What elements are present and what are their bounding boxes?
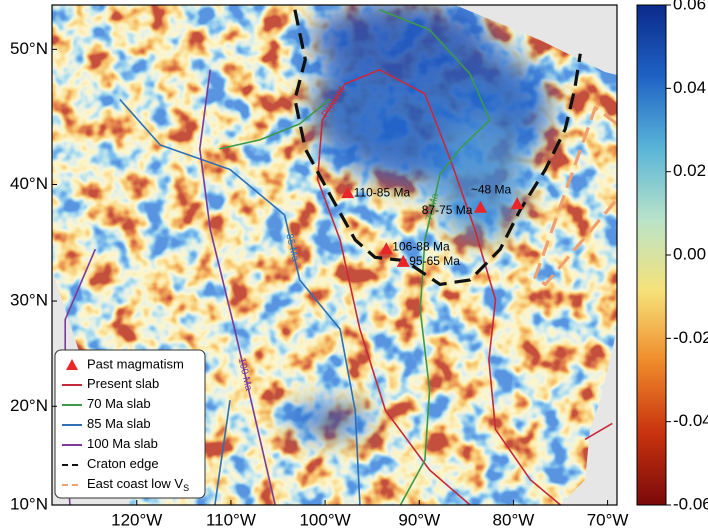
magmatism-marker: [379, 242, 393, 255]
legend-label: 85 Ma slab: [87, 416, 151, 431]
magmatism-marker: [473, 200, 487, 213]
legend-label-text: 100 Ma slab: [87, 436, 158, 451]
magmatism-marker: [510, 197, 524, 210]
x-tick-label: 70°W: [587, 510, 629, 529]
colorbar-tick-label: 0.06: [673, 0, 706, 13]
colorbar-tick-label: 0.00: [673, 244, 706, 263]
magmatism-marker: [341, 186, 355, 199]
x-tick-label: 110°W: [206, 510, 256, 529]
legend-label: Craton edge: [87, 456, 159, 471]
fast-anomaly: [290, 5, 550, 435]
x-tick-label: 100°W: [299, 510, 350, 529]
y-tick-label: 30°N: [10, 291, 48, 310]
legend-label-text: Craton edge: [87, 456, 159, 471]
plot-frame: [51, 4, 618, 506]
y-tick-label: 40°N: [10, 174, 48, 193]
magmatism-label: 106-88 Ma: [392, 239, 450, 253]
x-tick-label: 90°W: [398, 510, 440, 529]
magmatism-label: 95-65 Ma: [409, 254, 460, 268]
magmatism-label: ~48 Ma: [471, 182, 512, 196]
legend: Past magmatism Present slab 70 Ma slab 85 M…: [62, 356, 189, 493]
legend-label-subscript: S: [183, 483, 189, 493]
legend-label: Past magmatism: [87, 356, 184, 371]
legend-label: 100 Ma slab: [87, 436, 158, 451]
legend-marker: [66, 359, 78, 370]
slab-line: [119, 98, 361, 505]
x-tick-label: 120°W: [111, 510, 162, 529]
magmatism-label: 110-85 Ma: [354, 185, 411, 199]
slab-line: [316, 69, 613, 505]
legend-label: 70 Ma slab: [87, 396, 151, 411]
slab-line: [533, 106, 617, 286]
magmatism-label: 87-75 Ma: [422, 203, 473, 217]
legend-box: [54, 349, 206, 499]
legend-label: East coast low VS: [87, 476, 189, 493]
colorbar-tick-label: 0.02: [673, 161, 706, 180]
slab-line: [293, 9, 582, 286]
legend-label-text: East coast low V: [87, 476, 183, 491]
x-tick-label: 80°W: [493, 510, 535, 529]
colorbar: [636, 4, 667, 506]
colorbar-tick-label: -0.02: [673, 328, 708, 347]
y-tick-label: 50°N: [10, 39, 48, 58]
legend-label-text: 85 Ma slab: [87, 416, 151, 431]
legend-label: Present slab: [87, 376, 159, 391]
legend-label-text: Present slab: [87, 376, 159, 391]
legend-label-text: 70 Ma slab: [87, 396, 151, 411]
slab-line: [219, 8, 491, 505]
colorbar-tick-label: -0.06: [673, 494, 708, 513]
colorbar-tick-label: -0.04: [673, 411, 708, 430]
colorbar-tick-label: 0.04: [673, 78, 706, 97]
y-tick-label: 10°N: [10, 494, 48, 513]
magmatism-marker: [396, 254, 410, 267]
y-tick-label: 20°N: [10, 396, 48, 415]
